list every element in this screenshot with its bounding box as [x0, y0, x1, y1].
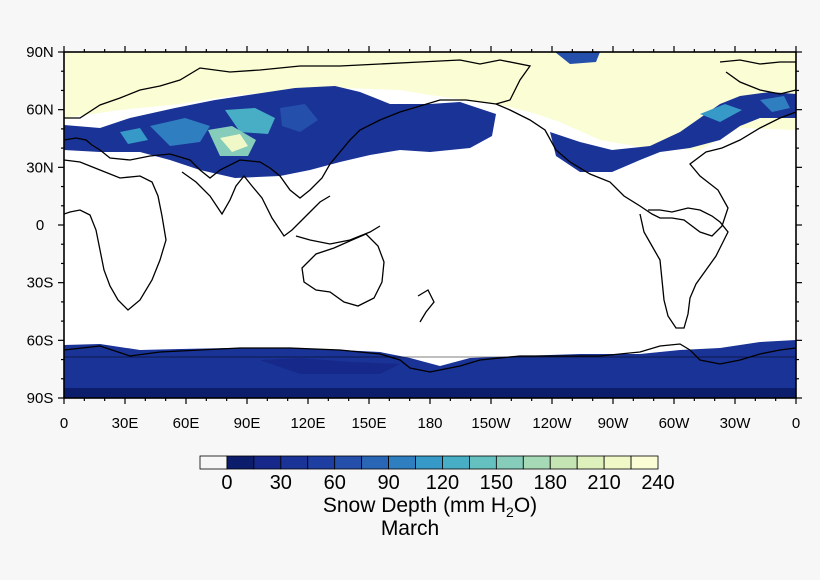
y-tick-labels: 90N 60N 30N 0 30S 60S 90S [26, 44, 54, 407]
axis-ticks [58, 46, 802, 404]
colorbar-tick-label: 60 [324, 472, 346, 494]
colorbar-swatch [522, 455, 551, 470]
x-tick-label: 120W [532, 415, 572, 432]
colorbar-tick-label: 30 [270, 472, 292, 494]
x-tick-label: 0 [60, 415, 68, 432]
colorbar-swatch [415, 455, 443, 470]
colorbar-swatch [307, 455, 336, 470]
x-tick-label: 60E [173, 415, 200, 432]
colorbar-swatch [280, 455, 309, 470]
colorbar-swatch [388, 455, 416, 470]
colorbar-swatch [576, 455, 605, 470]
x-tick-label: 30E [112, 415, 139, 432]
colorbar-swatch [495, 455, 524, 470]
colorbar-title-subscript: 2 [506, 504, 514, 520]
colorbar [199, 455, 659, 470]
colorbar-swatch [603, 455, 632, 470]
colorbar-tick-label: 150 [480, 472, 513, 494]
colorbar-title-suffix: O) [514, 494, 537, 517]
x-tick-labels: 0 30E 60E 90E 120E 150E 180 150W 120W 90W 60W 30W 0 [60, 415, 800, 432]
x-tick-label: 90E [234, 415, 261, 432]
y-tick-label: 30N [26, 159, 54, 176]
colorbar-swatch [361, 455, 389, 470]
colorbar-swatch [549, 455, 578, 470]
y-tick-label: 0 [36, 217, 44, 234]
x-tick-label: 150E [351, 415, 386, 432]
colorbar-title-prefix: Snow Depth (mm H [323, 494, 506, 517]
colorbar-tick-labels: 0 30 60 90 120 150 180 210 240 [221, 472, 674, 494]
x-tick-label: 60W [659, 415, 691, 432]
map-subtitle: March [381, 517, 439, 540]
y-tick-label: 60N [26, 102, 54, 119]
colorbar-title: Snow Depth (mm H2O) [323, 494, 537, 520]
colorbar-swatch [469, 455, 497, 470]
colorbar-swatch [253, 455, 282, 470]
x-tick-label: 30W [720, 415, 752, 432]
colorbar-tick-label: 90 [377, 472, 399, 494]
x-tick-label: 120E [290, 415, 325, 432]
colorbar-tick-label: 0 [221, 472, 232, 494]
colorbar-tick-label: 240 [641, 472, 674, 494]
colorbar-swatch [226, 455, 255, 470]
colorbar-swatch [630, 455, 659, 470]
colorbar-swatch [334, 455, 363, 470]
y-tick-label: 90N [26, 44, 54, 61]
y-tick-label: 90S [27, 390, 54, 407]
y-tick-label: 60S [27, 332, 54, 349]
colorbar-tick-label: 180 [534, 472, 567, 494]
coastlines [64, 59, 796, 373]
y-tick-label: 30S [27, 275, 54, 292]
colorbar-swatch [199, 455, 228, 470]
colorbar-tick-label: 210 [587, 472, 620, 494]
colorbar-tick-label: 120 [426, 472, 459, 494]
x-tick-label: 150W [471, 415, 511, 432]
x-tick-label: 0 [792, 415, 800, 432]
x-tick-label: 180 [417, 415, 442, 432]
x-tick-label: 90W [598, 415, 630, 432]
colorbar-swatch [442, 455, 470, 470]
